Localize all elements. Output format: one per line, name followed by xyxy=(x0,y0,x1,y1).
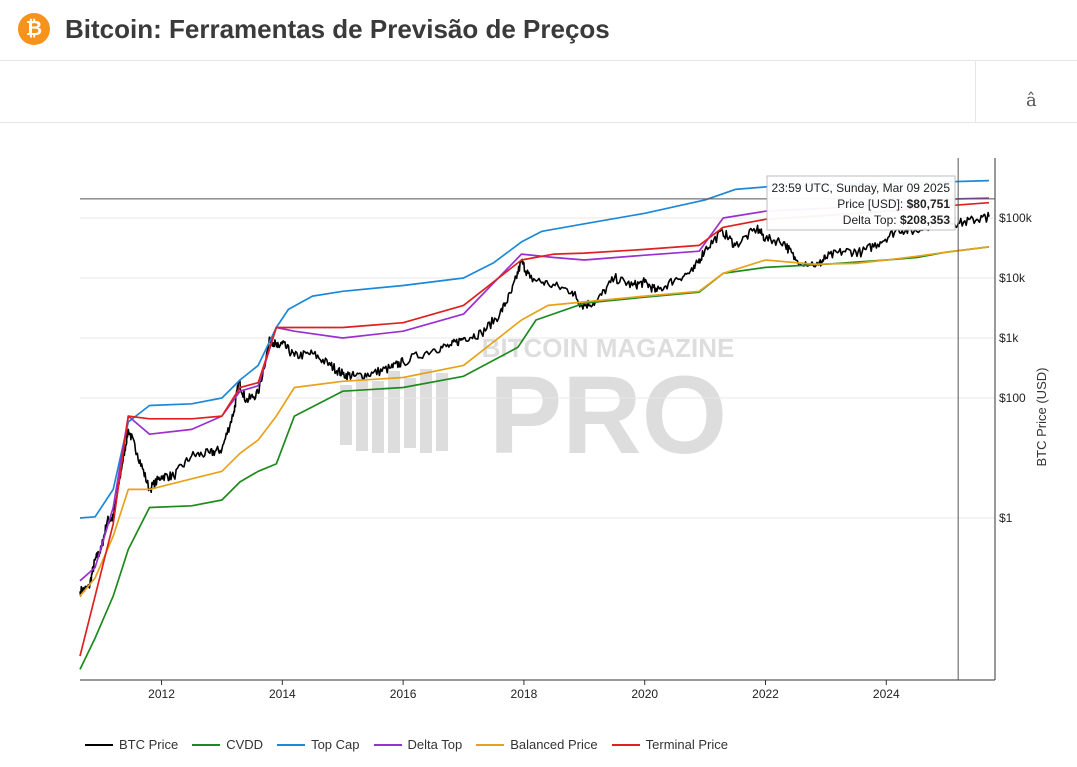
series-line-terminal-price xyxy=(79,201,990,657)
x-tick-label: 2024 xyxy=(873,687,900,701)
y-axis-title: BTC Price (USD) xyxy=(1034,368,1049,467)
bitcoin-logo-icon: ₿ xyxy=(18,13,50,45)
legend-label: Top Cap xyxy=(311,737,360,752)
legend: BTC Price CVDD Top Cap Delta Top Balanced Pr… xyxy=(85,737,728,752)
header: ₿ Bitcoin: Ferramentas de Previsão de Pr… xyxy=(0,0,1077,61)
legend-item-btc-price[interactable]: BTC Price xyxy=(85,737,178,752)
legend-swatch xyxy=(85,743,113,746)
legend-label: BTC Price xyxy=(119,737,179,752)
legend-item-balanced-price[interactable]: Balanced Price xyxy=(476,737,598,752)
legend-item-delta-top[interactable]: Delta Top xyxy=(373,737,463,752)
x-tick-label: 2020 xyxy=(631,687,658,701)
legend-item-top-cap[interactable]: Top Cap xyxy=(277,737,360,752)
tooltip-delta-value: $208,353 xyxy=(900,213,950,227)
y-tick-label: $1k xyxy=(999,331,1019,345)
watermark-main-text: PRO xyxy=(489,354,727,477)
price-chart[interactable]: BITCOIN MAGAZINE PRO $1 $100 $1k $10k $100k 2… xyxy=(0,123,1077,735)
page-title: Bitcoin: Ferramentas de Previsão de Preç… xyxy=(65,14,610,44)
tooltip-price: Price [USD]: $80,751 xyxy=(837,197,950,211)
y-tick-label: $10k xyxy=(999,271,1026,285)
watermark-logo-icon xyxy=(340,369,448,453)
y-tick-label: $1 xyxy=(999,511,1013,525)
legend-label: Terminal Price xyxy=(645,737,728,752)
toolbar-divider xyxy=(975,60,976,122)
x-tick-label: 2012 xyxy=(148,687,175,701)
x-tick-label: 2016 xyxy=(390,687,417,701)
toolbar-menu-glyph[interactable]: â xyxy=(1026,90,1037,111)
x-tick-label: 2014 xyxy=(269,687,296,701)
legend-label: Delta Top xyxy=(407,737,463,752)
legend-item-terminal-price[interactable]: Terminal Price xyxy=(611,737,728,752)
legend-item-cvdd[interactable]: CVDD xyxy=(192,737,263,752)
watermark: BITCOIN MAGAZINE PRO xyxy=(340,333,734,477)
tooltip-delta: Delta Top: $208,353 xyxy=(843,213,951,227)
legend-swatch xyxy=(277,743,306,746)
series-layer xyxy=(79,179,990,670)
hover-tooltip: 23:59 UTC, Sunday, Mar 09 2025 Price [US… xyxy=(766,175,956,231)
x-tick-label: 2022 xyxy=(752,687,779,701)
chart-toolbar: â xyxy=(0,60,1077,123)
legend-swatch xyxy=(476,743,505,746)
y-tick-label: $100k xyxy=(999,211,1033,225)
tooltip-price-value: $80,751 xyxy=(907,197,951,211)
tooltip-price-label: Price [USD]: xyxy=(837,197,906,211)
series-line-top-cap xyxy=(79,179,990,519)
x-tick-label: 2018 xyxy=(511,687,538,701)
tooltip-date: 23:59 UTC, Sunday, Mar 09 2025 xyxy=(771,181,950,195)
series-line-delta-top xyxy=(79,197,990,582)
legend-swatch xyxy=(192,743,221,746)
y-tick-label: $100 xyxy=(999,391,1026,405)
legend-label: Balanced Price xyxy=(510,737,598,752)
legend-swatch xyxy=(373,743,402,746)
legend-label: CVDD xyxy=(226,737,264,752)
legend-swatch xyxy=(611,743,640,746)
series-line-balanced-price xyxy=(79,246,990,597)
tooltip-delta-label: Delta Top: xyxy=(843,213,900,227)
